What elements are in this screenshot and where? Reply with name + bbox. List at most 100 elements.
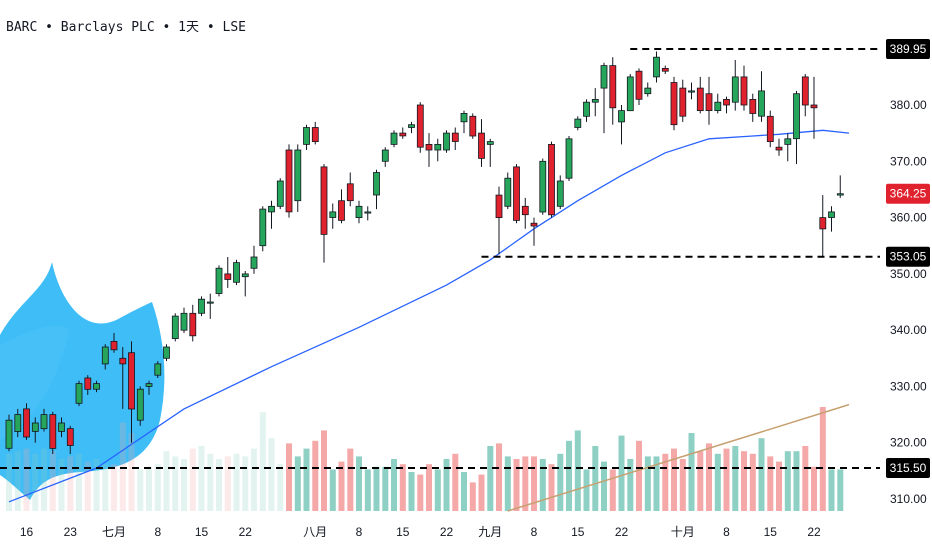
volume-bar [688,433,695,511]
candle [766,110,774,148]
candle-body [504,177,512,207]
candle [40,408,48,432]
candle-body [346,183,354,202]
y-tick-label: 380.00 [890,98,927,112]
price-tags: 389.95 353.05 364.25 315.50 [886,39,930,478]
x-tick-label: 22 [239,525,253,539]
candle-body [241,273,249,278]
price-axis[interactable]: 310.00 320.00 330.00 340.00 350.00 360.00 370.… [890,98,927,506]
candle-body [749,99,757,114]
volume-bar [828,469,835,511]
candle [679,79,687,122]
volume-bar [76,453,82,511]
volume-bar [793,451,800,511]
candle [233,259,240,286]
candle-body [530,222,538,227]
watermark-blob [0,262,165,500]
candle [443,130,450,153]
candle-body [110,340,118,351]
volume-bar [373,466,380,511]
volume-bar [14,451,21,511]
volume-bar [224,456,231,511]
candle-body [128,352,135,410]
volume-bar [679,459,686,511]
x-tick-label: 15 [571,525,585,539]
volume-bar [601,461,607,511]
candle [198,296,205,317]
candle-body [399,132,407,137]
candle [180,307,188,333]
candle [530,217,538,246]
volume-bar [644,456,651,511]
candle-body [276,180,284,207]
volume-bar [443,459,450,511]
candle [661,65,669,74]
candle-body [548,143,555,216]
candle [819,195,827,257]
candle-body [609,65,617,109]
volume-bar [583,469,590,511]
candle-body [810,104,818,109]
volume-bar [723,448,730,511]
candle [346,172,354,207]
candle-body [644,87,652,95]
volume-bar [539,459,546,511]
volume-bar [137,469,144,511]
x-tick-label: 22 [615,525,629,539]
candle [276,178,284,210]
y-tick-label: 350.00 [890,267,927,281]
volume-bar [102,464,109,511]
candle-body [469,115,477,137]
candle [373,169,380,210]
volume-bar [399,464,406,511]
volume-bar [802,446,809,511]
candle-body [591,99,599,103]
candle-body [460,113,468,123]
candle [31,417,39,443]
candle-body [364,211,372,214]
volume-bar [41,448,47,511]
volume-bar [303,448,310,511]
candle [154,361,162,378]
candle-body [84,377,92,390]
volume-bar [242,456,249,511]
candle-body [836,193,844,196]
volume-bar [496,443,502,511]
candle [469,113,477,139]
level-tag-1: 353.05 [886,246,930,267]
candle-body [75,383,83,404]
y-tick-label: 310.00 [890,492,927,506]
candle [793,90,800,165]
candle-body [635,70,643,100]
candles [5,51,844,454]
y-tick-label: 370.00 [890,154,927,168]
candle-body [731,76,739,103]
candle-body [101,346,109,365]
volume-bar [49,451,56,511]
candle [145,380,153,395]
candle [504,172,512,210]
candle-body [600,65,608,89]
volume-bar [312,440,319,511]
candle-body [688,90,695,93]
volume-bar [216,459,222,511]
candle [163,344,170,362]
candle [688,82,695,100]
candle [294,144,302,212]
candle [618,105,625,145]
candle-body [250,256,258,269]
candle-body [443,132,450,151]
candle [58,417,65,438]
time-axis[interactable]: 16 23 七月 8 15 22 八月 8 15 22 九月 8 15 22 十月 8 15 22 [20,525,821,539]
x-tick-label: 九月 [478,525,502,539]
candle [5,414,13,452]
candle-body [775,146,783,151]
volume-bar [181,459,187,511]
candle [93,380,100,393]
candle [451,127,459,150]
candle-body [653,56,660,78]
candle-body [268,205,275,213]
candle-body [801,76,809,106]
candle [478,119,485,167]
